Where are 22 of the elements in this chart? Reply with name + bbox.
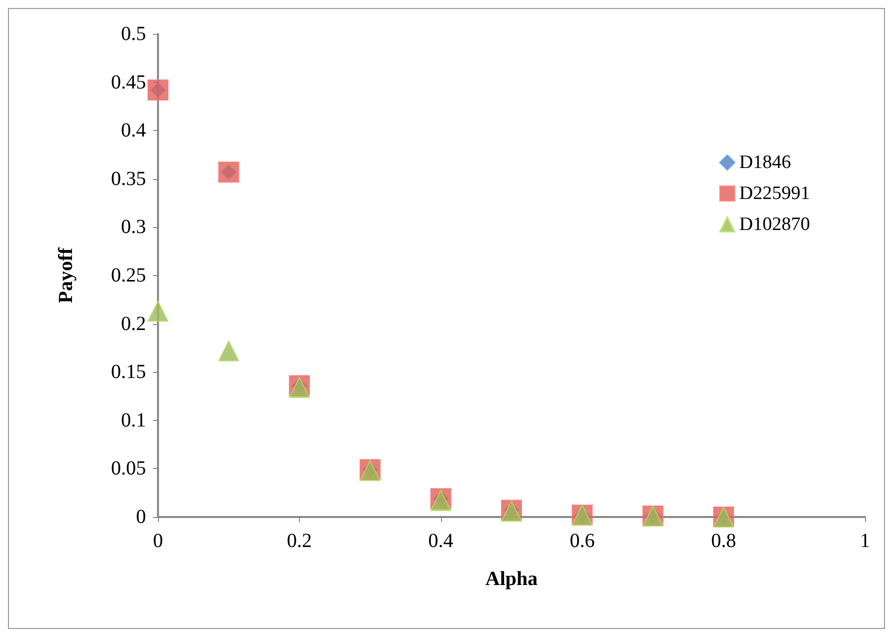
legend-label: D225991 — [739, 183, 810, 204]
x-tick-label: 0.2 — [286, 530, 312, 552]
y-tick-label: 0.25 — [111, 264, 146, 286]
legend-label: D102870 — [739, 214, 810, 235]
y-tick-label: 0.3 — [121, 216, 146, 238]
y-tick-label: 0.2 — [121, 312, 146, 335]
y-tick-label: 0.35 — [111, 168, 146, 190]
y-tick-label: 0 — [136, 506, 146, 528]
y-tick-label: 0.1 — [121, 409, 146, 432]
x-tick-label: 0.6 — [570, 530, 595, 552]
x-tick-label: 0.8 — [711, 530, 736, 552]
y-tick-label: 0.5 — [121, 23, 146, 45]
y-tick-label: 0.05 — [111, 458, 146, 480]
legend-label: D1846 — [739, 152, 792, 173]
y-axis-title: Payoff — [55, 247, 77, 304]
y-tick-label: 0.4 — [121, 120, 146, 142]
y-tick-label: 0.45 — [111, 71, 146, 94]
x-tick-label: 0 — [153, 530, 163, 552]
x-axis-title: Alpha — [485, 568, 538, 590]
y-tick-label: 0.15 — [111, 361, 146, 384]
x-tick-label: 0.4 — [428, 530, 454, 552]
x-tick-label: 1 — [860, 530, 870, 552]
